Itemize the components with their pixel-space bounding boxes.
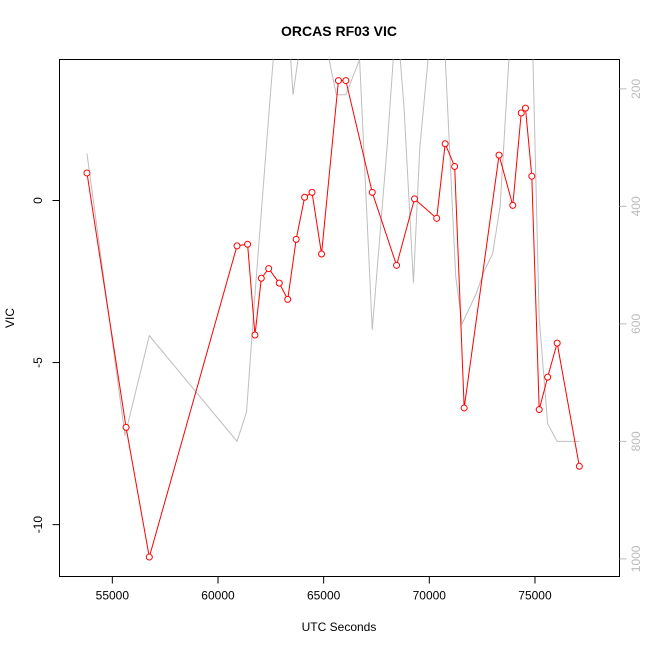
x-tick-label: 70000 xyxy=(413,589,447,603)
data-point xyxy=(244,240,252,248)
data-point xyxy=(441,140,449,148)
y2-tick-label: 400 xyxy=(629,196,643,216)
data-point xyxy=(575,462,583,470)
data-point xyxy=(145,553,153,561)
data-point xyxy=(411,195,419,203)
series-line-secondary xyxy=(86,59,580,443)
data-point xyxy=(122,423,130,431)
x-tick-label: 55000 xyxy=(96,589,130,603)
data-point xyxy=(368,188,376,196)
series-primary xyxy=(83,77,583,561)
x-axis-label: UTC Seconds xyxy=(302,620,377,634)
y-axis: -10 -5 0 xyxy=(31,197,60,533)
data-point xyxy=(509,201,517,209)
y-axis-label: VIC xyxy=(3,308,17,328)
data-point xyxy=(451,162,459,170)
data-point xyxy=(233,242,241,250)
data-point xyxy=(553,339,561,347)
x-axis: 55000 60000 65000 70000 75000 xyxy=(96,576,552,603)
series-secondary xyxy=(86,59,580,443)
data-point xyxy=(528,172,536,180)
data-point xyxy=(433,214,441,222)
chart-title: ORCAS RF03 VIC xyxy=(281,23,397,39)
y2-tick-label: 800 xyxy=(629,431,643,451)
data-point xyxy=(292,235,300,243)
data-point xyxy=(495,151,503,159)
y2-tick-label: 600 xyxy=(629,314,643,334)
data-point xyxy=(521,104,529,112)
x-tick-label: 60000 xyxy=(201,589,235,603)
data-point xyxy=(535,406,543,414)
data-point xyxy=(275,279,283,287)
data-point xyxy=(83,169,91,177)
data-point xyxy=(265,265,273,273)
secondary-y-axis: 200 400 600 800 1000 xyxy=(619,79,643,572)
data-point xyxy=(301,193,309,201)
y-tick-label: -5 xyxy=(31,357,45,368)
data-point xyxy=(544,373,552,381)
data-point xyxy=(393,261,401,269)
y-tick-label: -10 xyxy=(31,516,45,534)
plot-frame xyxy=(59,59,620,577)
data-point xyxy=(334,77,342,85)
data-point xyxy=(342,77,350,85)
data-point xyxy=(251,331,259,339)
series-line-primary xyxy=(86,80,580,558)
data-point xyxy=(257,274,265,282)
y-tick-label: 0 xyxy=(31,197,45,204)
data-point xyxy=(460,404,468,412)
y2-tick-label: 1000 xyxy=(629,545,643,572)
data-point xyxy=(284,295,292,303)
x-tick-label: 65000 xyxy=(307,589,341,603)
data-point xyxy=(308,188,316,196)
x-tick-label: 75000 xyxy=(518,589,552,603)
y2-tick-label: 200 xyxy=(629,79,643,99)
data-point xyxy=(318,250,326,258)
data-point xyxy=(517,109,525,117)
